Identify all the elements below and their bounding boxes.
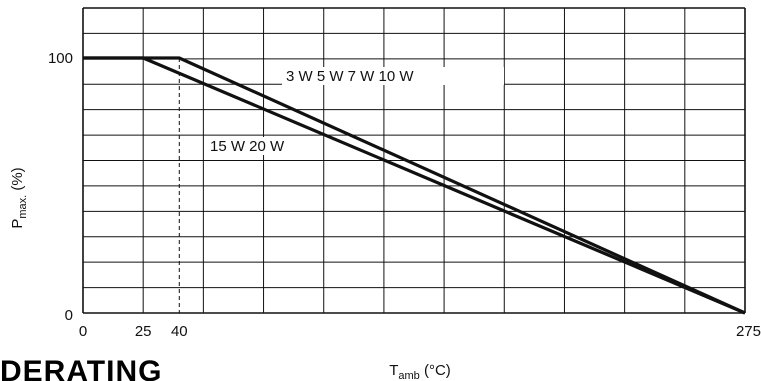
- series-lines: [83, 56, 746, 315]
- series-labels: 3 W 5 W 7 W 10 W 15 W 20 W: [206, 67, 504, 155]
- y-axis-label: Pmax. (%): [9, 167, 29, 228]
- series-label-backing: [282, 67, 504, 85]
- x-tick-label: 275: [736, 323, 761, 340]
- y-tick-label: 0: [65, 307, 73, 324]
- x-tick-label: 40: [171, 323, 188, 340]
- section-heading: DERATING: [0, 357, 163, 381]
- series-line-2: [83, 56, 746, 315]
- x-tick-label: 0: [79, 323, 87, 340]
- x-axis-label: Tamb (°C): [389, 362, 451, 381]
- tick-labels: 0 25 40 275 0 100: [48, 50, 761, 340]
- series-label-backing: [206, 137, 318, 155]
- x-tick-label: 25: [135, 323, 152, 340]
- series-label-1: 3 W 5 W 7 W 10 W: [286, 68, 414, 85]
- y-tick-label: 100: [48, 50, 73, 67]
- series-label-2: 15 W 20 W: [210, 138, 285, 155]
